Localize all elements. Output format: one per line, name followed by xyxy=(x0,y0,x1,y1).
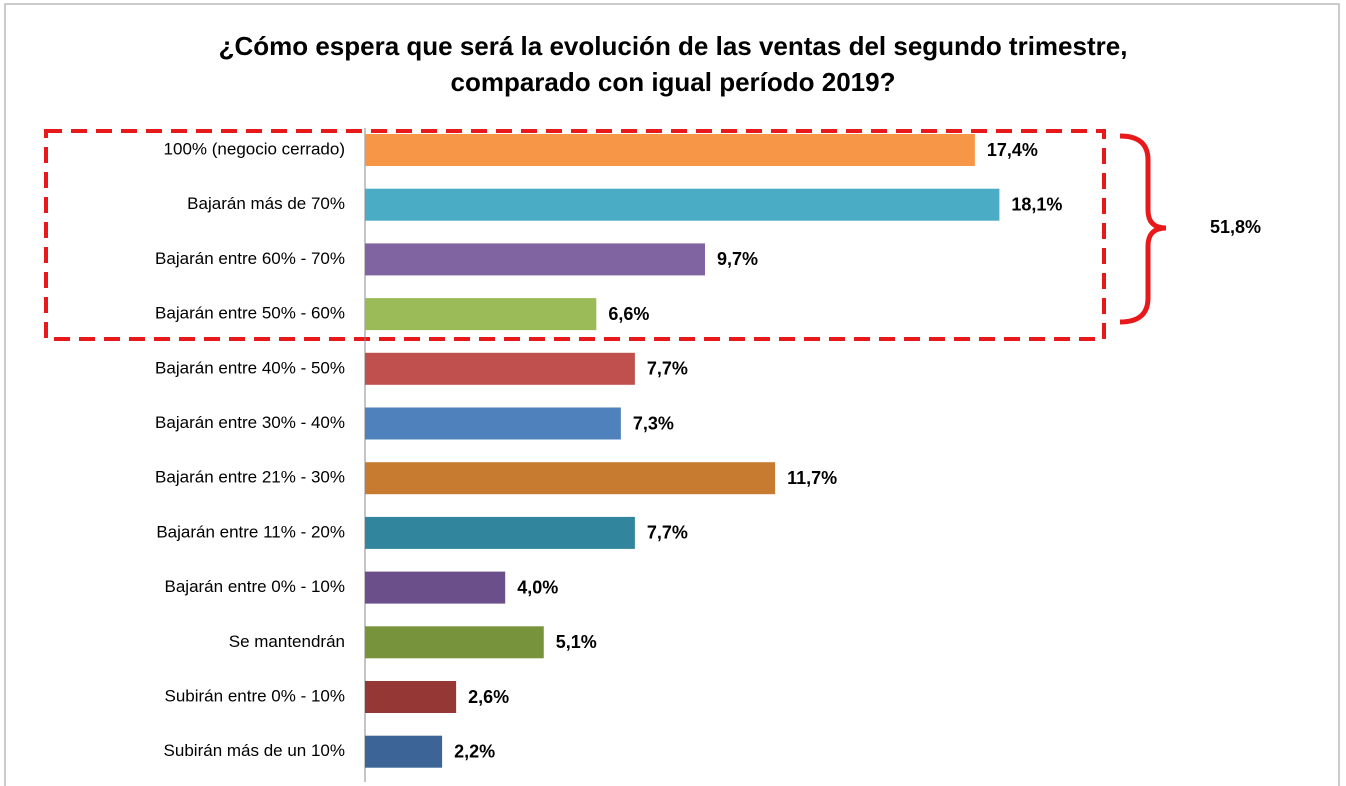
bar xyxy=(365,407,621,440)
brace xyxy=(1119,133,1167,325)
data-label: 7,7% xyxy=(647,359,688,379)
y-tick-label: 100% (negocio cerrado) xyxy=(164,139,345,158)
y-tick-label: Bajarán entre 0% - 10% xyxy=(165,577,346,596)
y-tick-label: Bajarán entre 30% - 40% xyxy=(155,413,345,432)
data-label: 11,7% xyxy=(787,468,837,488)
data-label: 17,4% xyxy=(987,140,1038,160)
bar xyxy=(365,571,506,604)
data-label: 2,6% xyxy=(468,687,509,707)
bar xyxy=(365,298,597,331)
data-label: 18,1% xyxy=(1011,194,1062,214)
y-tick-label: Se mantendrán xyxy=(229,632,345,651)
data-label: 9,7% xyxy=(717,249,758,269)
bar xyxy=(365,516,635,549)
bar xyxy=(365,681,457,713)
y-tick-label: Bajarán entre 60% - 70% xyxy=(155,249,345,268)
y-tick-label: Bajarán entre 50% - 60% xyxy=(155,304,345,323)
chart-title: ¿Cómo espera que será la evolución de la… xyxy=(219,31,1128,61)
y-tick-label: Bajarán entre 21% - 30% xyxy=(155,468,345,487)
data-label: 7,3% xyxy=(633,413,674,433)
data-label: 6,6% xyxy=(608,304,649,324)
data-label: 5,1% xyxy=(556,632,597,652)
bar xyxy=(365,352,635,385)
chart-title: comparado con igual período 2019? xyxy=(451,67,896,97)
annotation: 51,8% xyxy=(1210,217,1261,237)
bar xyxy=(365,462,776,495)
chart-border xyxy=(4,3,1340,786)
bar xyxy=(365,735,443,768)
bar xyxy=(365,188,1000,221)
y-tick-label: Bajarán entre 40% - 50% xyxy=(155,358,345,377)
bar xyxy=(365,243,705,276)
data-label: 4,0% xyxy=(517,577,558,597)
data-label: 2,2% xyxy=(454,741,495,761)
y-tick-label: Bajarán más de 70% xyxy=(187,194,345,213)
y-tick-label: Subirán entre 0% - 10% xyxy=(165,686,346,705)
data-label: 7,7% xyxy=(647,523,688,543)
bar xyxy=(365,626,544,659)
highlight-box xyxy=(44,129,1106,341)
bar xyxy=(365,134,975,166)
y-tick-label: Subirán más de un 10% xyxy=(164,741,345,760)
y-tick-label: Bajarán entre 11% - 20% xyxy=(156,522,345,541)
